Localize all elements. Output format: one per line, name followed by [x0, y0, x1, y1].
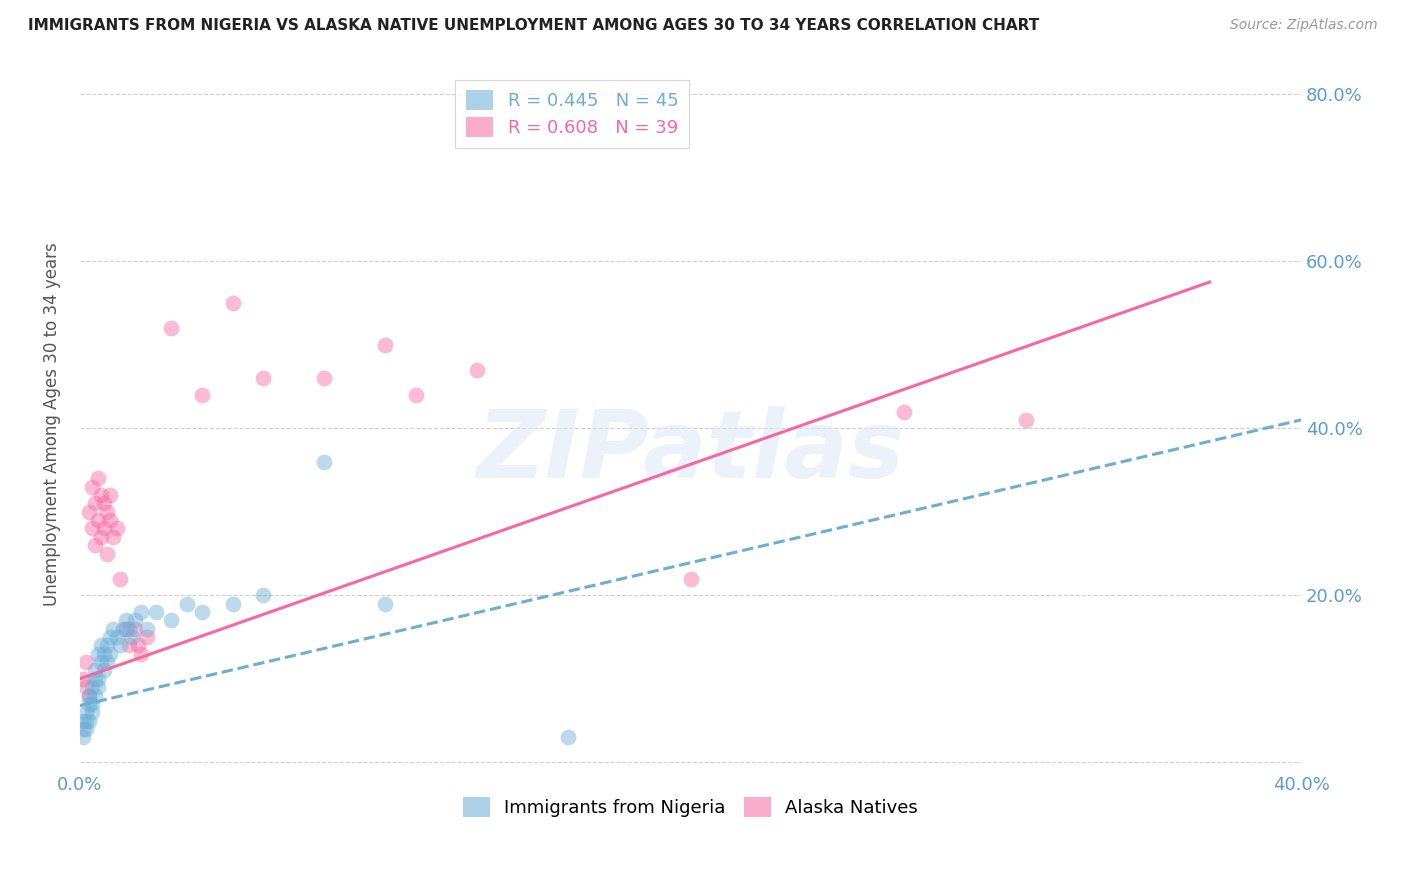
Point: [84, 664, 107, 678]
Point: [72, 714, 94, 728]
Point: [84, 538, 107, 552]
Point: [90, 530, 112, 544]
Point: [160, 321, 183, 335]
Point: [121, 630, 143, 644]
Point: [405, 388, 427, 402]
Point: [87, 513, 110, 527]
Point: [77, 714, 100, 728]
Point: [72, 731, 94, 745]
Point: [118, 622, 141, 636]
Point: [96, 655, 118, 669]
Point: [75, 680, 97, 694]
Point: [96, 547, 118, 561]
Point: [314, 371, 336, 385]
Point: [221, 597, 243, 611]
Point: [84, 689, 107, 703]
Point: [893, 404, 915, 418]
Point: [80, 521, 103, 535]
Point: [77, 689, 100, 703]
Point: [90, 639, 112, 653]
Point: [127, 639, 149, 653]
Point: [314, 455, 336, 469]
Point: [145, 605, 167, 619]
Point: [374, 597, 396, 611]
Point: [136, 622, 159, 636]
Point: [105, 521, 128, 535]
Point: [118, 639, 141, 653]
Point: [84, 672, 107, 686]
Point: [93, 521, 115, 535]
Point: [103, 530, 125, 544]
Point: [191, 605, 214, 619]
Point: [114, 622, 136, 636]
Point: [80, 697, 103, 711]
Point: [374, 337, 396, 351]
Point: [111, 622, 134, 636]
Point: [87, 647, 110, 661]
Point: [77, 505, 100, 519]
Point: [75, 722, 97, 736]
Point: [160, 613, 183, 627]
Point: [93, 664, 115, 678]
Point: [72, 672, 94, 686]
Point: [129, 647, 152, 661]
Point: [105, 630, 128, 644]
Point: [557, 731, 579, 745]
Point: [252, 588, 274, 602]
Y-axis label: Unemployment Among Ages 30 to 34 years: Unemployment Among Ages 30 to 34 years: [44, 243, 60, 606]
Point: [108, 572, 131, 586]
Point: [87, 680, 110, 694]
Point: [176, 597, 198, 611]
Point: [96, 639, 118, 653]
Point: [87, 471, 110, 485]
Point: [100, 488, 122, 502]
Point: [679, 572, 702, 586]
Point: [129, 605, 152, 619]
Point: [108, 639, 131, 653]
Point: [80, 705, 103, 719]
Point: [75, 705, 97, 719]
Point: [80, 680, 103, 694]
Point: [93, 496, 115, 510]
Point: [103, 622, 125, 636]
Legend: Immigrants from Nigeria, Alaska Natives: Immigrants from Nigeria, Alaska Natives: [456, 789, 925, 824]
Point: [191, 388, 214, 402]
Point: [96, 505, 118, 519]
Point: [77, 697, 100, 711]
Point: [1015, 413, 1038, 427]
Point: [221, 296, 243, 310]
Point: [75, 655, 97, 669]
Text: IMMIGRANTS FROM NIGERIA VS ALASKA NATIVE UNEMPLOYMENT AMONG AGES 30 TO 34 YEARS : IMMIGRANTS FROM NIGERIA VS ALASKA NATIVE…: [28, 18, 1039, 33]
Point: [252, 371, 274, 385]
Point: [100, 647, 122, 661]
Point: [465, 363, 488, 377]
Point: [100, 630, 122, 644]
Text: ZIPatlas: ZIPatlas: [477, 406, 904, 498]
Point: [80, 480, 103, 494]
Point: [124, 613, 146, 627]
Point: [90, 655, 112, 669]
Point: [93, 647, 115, 661]
Point: [100, 513, 122, 527]
Point: [90, 488, 112, 502]
Point: [77, 689, 100, 703]
Point: [114, 613, 136, 627]
Point: [124, 622, 146, 636]
Point: [75, 714, 97, 728]
Point: [84, 496, 107, 510]
Text: Source: ZipAtlas.com: Source: ZipAtlas.com: [1230, 18, 1378, 32]
Point: [136, 630, 159, 644]
Point: [87, 672, 110, 686]
Point: [72, 722, 94, 736]
